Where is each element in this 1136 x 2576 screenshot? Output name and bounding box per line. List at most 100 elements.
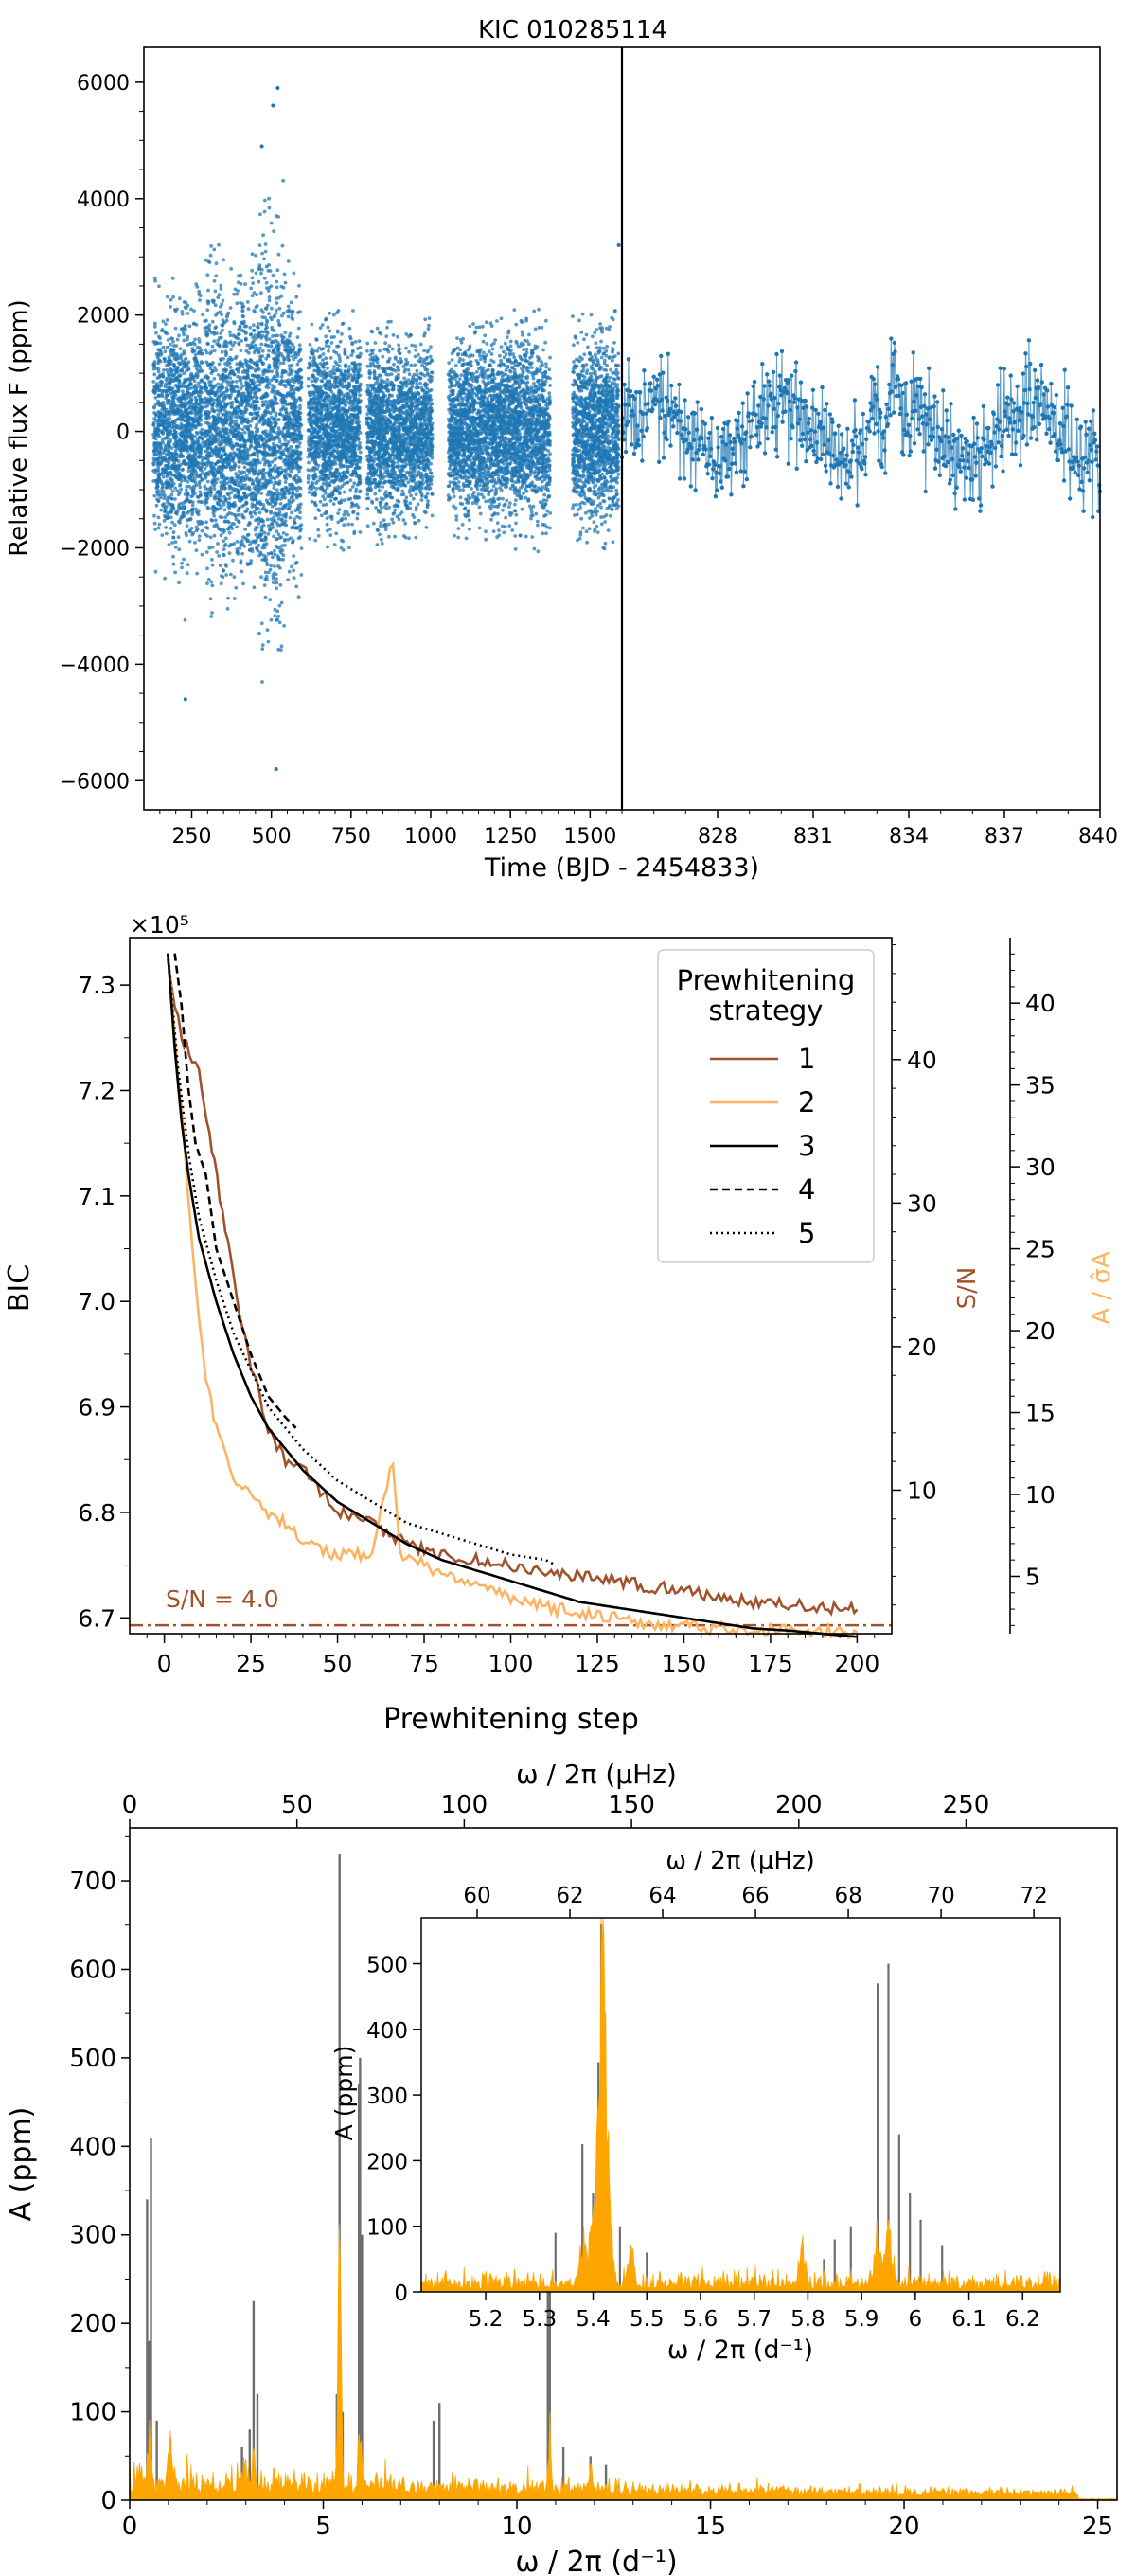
lightcurve-point — [237, 459, 241, 464]
lightcurve-point — [190, 347, 195, 350]
lightcurve-point — [264, 385, 269, 389]
lightcurve-point — [261, 519, 265, 524]
lightcurve-point — [255, 304, 259, 308]
lightcurve-point — [234, 487, 239, 492]
lightcurve-point — [277, 306, 282, 311]
lightcurve-point — [297, 441, 302, 445]
lightcurve-point — [156, 351, 161, 356]
lightcurve-point — [266, 353, 271, 358]
lightcurve-point — [210, 454, 214, 458]
lightcurve-point — [235, 301, 240, 306]
lightcurve-point — [287, 569, 292, 574]
lightcurve-point — [160, 380, 165, 385]
lightcurve-point — [171, 350, 176, 355]
lightcurve-point — [259, 321, 264, 326]
lightcurve-point — [204, 429, 209, 433]
lightcurve-point — [171, 344, 176, 348]
lightcurve-point — [190, 433, 194, 438]
lightcurve-point — [268, 411, 273, 416]
lightcurve-point — [199, 418, 204, 422]
lightcurve-point — [159, 445, 164, 450]
lightcurve-point — [224, 481, 229, 486]
lightcurve-point — [348, 496, 353, 501]
lightcurve-point — [277, 565, 282, 570]
lightcurve-point — [258, 212, 262, 217]
lightcurve-point — [180, 434, 184, 438]
lightcurve-point — [257, 414, 260, 418]
lightcurve-point — [272, 486, 276, 491]
lightcurve-point — [214, 434, 218, 438]
lightcurve-point — [357, 355, 362, 359]
lightcurve-point — [173, 570, 178, 575]
lightcurve-point — [252, 361, 257, 366]
lightcurve-point — [292, 576, 296, 581]
lightcurve-point — [213, 393, 218, 397]
lightcurve-point — [219, 533, 223, 538]
lightcurve-point — [239, 444, 243, 449]
lightcurve-point — [152, 493, 157, 498]
lightcurve-point — [176, 404, 181, 408]
lightcurve-point — [275, 546, 280, 550]
lightcurve-point — [176, 472, 181, 476]
lightcurve-point — [187, 399, 192, 403]
lightcurve-point — [294, 560, 299, 564]
lightcurve-point — [168, 362, 172, 366]
lightcurve-point — [290, 466, 294, 471]
lightcurve-point — [273, 392, 277, 397]
lightcurve-point — [263, 198, 267, 203]
lightcurve-point — [230, 390, 234, 394]
lightcurve-point — [152, 390, 157, 394]
lightcurve-point — [212, 247, 217, 252]
lightcurve-point — [237, 456, 241, 461]
lightcurve-point — [215, 404, 220, 408]
lightcurve-point — [258, 550, 263, 555]
lightcurve-point — [205, 492, 210, 496]
lightcurve-point — [235, 385, 240, 389]
lightcurve-point — [259, 621, 264, 626]
lightcurve-point — [350, 485, 355, 489]
lightcurve-point — [283, 495, 288, 500]
lightcurve-point — [260, 546, 265, 550]
lightcurve-point — [222, 552, 225, 557]
lightcurve-point — [257, 374, 261, 379]
lightcurve-point — [163, 349, 168, 354]
lightcurve-point — [233, 482, 237, 486]
lightcurve-point — [260, 376, 265, 381]
lightcurve-point — [167, 543, 171, 547]
lightcurve-point — [208, 597, 213, 601]
lightcurve-point — [222, 544, 227, 548]
lightcurve-point — [222, 445, 226, 450]
lightcurve-point — [241, 456, 246, 461]
lightcurve-point — [153, 278, 157, 283]
lightcurve-point — [208, 493, 213, 498]
lightcurve-point — [243, 476, 248, 481]
lightcurve-point — [232, 320, 237, 324]
lightcurve-point — [258, 532, 263, 537]
lightcurve-point — [246, 381, 251, 385]
lightcurve-point — [298, 502, 303, 507]
lightcurve-point — [194, 282, 199, 287]
lightcurve-point — [179, 356, 184, 361]
lightcurve-point — [283, 480, 288, 484]
lightcurve-point — [331, 313, 336, 317]
lightcurve-point — [206, 288, 210, 293]
lightcurve-point — [165, 436, 169, 440]
lightcurve-point — [225, 476, 230, 481]
lightcurve-point — [246, 420, 251, 424]
lightcurve-point — [299, 357, 303, 362]
lightcurve-point — [269, 617, 274, 622]
lightcurve-point — [296, 536, 301, 541]
lightcurve-point — [292, 568, 295, 573]
lightcurve-point — [190, 503, 195, 508]
lightcurve-point — [244, 349, 249, 353]
lightcurve-point — [275, 529, 279, 534]
lightcurve-point — [281, 557, 285, 562]
lightcurve-point — [332, 543, 337, 546]
lightcurve-point — [289, 300, 293, 305]
lightcurve-point — [283, 379, 288, 384]
lightcurve-point — [293, 436, 297, 440]
lightcurve-point — [276, 557, 281, 562]
lightcurve-segment — [306, 309, 363, 552]
lightcurve-point — [261, 468, 266, 473]
lightcurve-point — [225, 455, 229, 459]
